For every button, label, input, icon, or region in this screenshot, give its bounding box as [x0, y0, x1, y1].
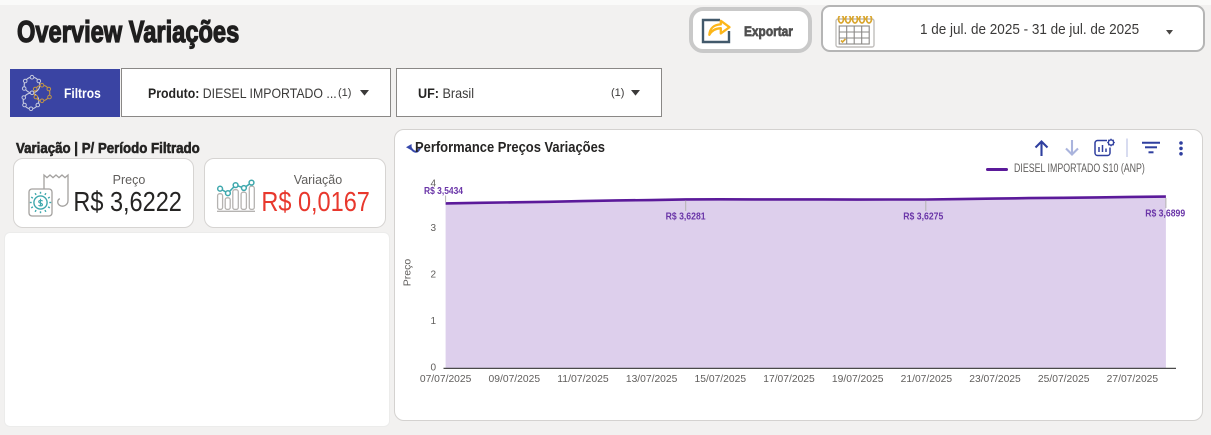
svg-text:21/07/2025: 21/07/2025 — [901, 374, 953, 385]
svg-text:27/07/2025: 27/07/2025 — [1107, 374, 1159, 385]
svg-text:R$ 3,6899: R$ 3,6899 — [1145, 209, 1185, 220]
svg-text:19/07/2025: 19/07/2025 — [832, 374, 884, 385]
svg-text:15/07/2025: 15/07/2025 — [695, 374, 747, 385]
svg-text:07/07/2025: 07/07/2025 — [420, 374, 472, 385]
svg-text:R$ 3,5434: R$ 3,5434 — [424, 186, 463, 197]
svg-text:0: 0 — [430, 362, 436, 373]
svg-text:23/07/2025: 23/07/2025 — [969, 374, 1021, 385]
svg-text:R$ 3,6275: R$ 3,6275 — [903, 211, 943, 222]
svg-text:R$ 3,6281: R$ 3,6281 — [666, 211, 706, 222]
svg-text:2: 2 — [430, 269, 436, 280]
svg-text:4: 4 — [430, 178, 436, 189]
svg-text:13/07/2025: 13/07/2025 — [626, 374, 678, 385]
svg-text:09/07/2025: 09/07/2025 — [489, 374, 541, 385]
svg-text:11/07/2025: 11/07/2025 — [557, 374, 609, 385]
svg-text:25/07/2025: 25/07/2025 — [1038, 374, 1090, 385]
svg-text:1: 1 — [430, 316, 436, 327]
svg-text:17/07/2025: 17/07/2025 — [763, 374, 815, 385]
svg-text:3: 3 — [430, 223, 436, 234]
svg-text:Preço: Preço — [402, 259, 414, 287]
